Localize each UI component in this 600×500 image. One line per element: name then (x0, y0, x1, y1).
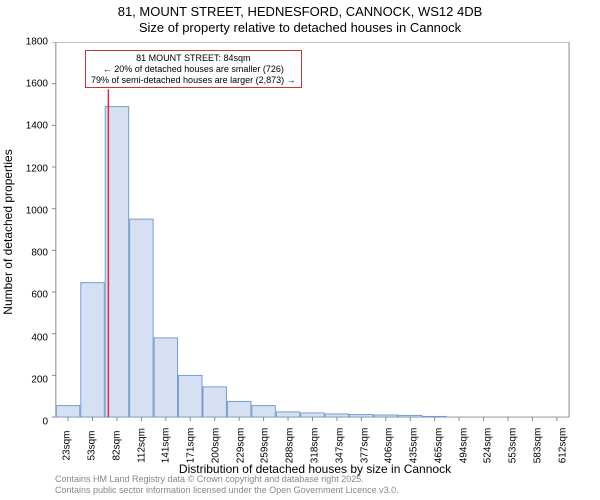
annotation-line-2: ← 20% of detached houses are smaller (72… (91, 64, 296, 75)
x-tick-label: 524sqm (483, 428, 494, 464)
y-tick-label: 0 (42, 417, 48, 428)
bar (130, 219, 153, 417)
x-tick-label: 82sqm (111, 430, 122, 460)
x-tick-label: 435sqm (409, 428, 420, 464)
y-tick-label: 800 (31, 248, 48, 259)
y-tick-label: 200 (31, 374, 48, 385)
annotation-line-1: 81 MOUNT STREET: 84sqm (91, 53, 296, 64)
y-tick-label: 1400 (26, 121, 48, 132)
footer-line-1: Contains HM Land Registry data © Crown c… (55, 474, 399, 485)
x-tick-label: 465sqm (433, 428, 444, 464)
x-tick-label: 553sqm (508, 428, 519, 464)
bar (423, 416, 446, 417)
plot-svg (50, 42, 570, 422)
y-tick-label: 600 (31, 290, 48, 301)
bar (56, 406, 79, 417)
x-tick-label: 112sqm (136, 428, 147, 463)
x-tick-label: 200sqm (210, 428, 221, 464)
chart-container: 81, MOUNT STREET, HEDNESFORD, CANNOCK, W… (0, 0, 600, 500)
bar (227, 401, 250, 417)
bar (374, 415, 397, 417)
title-block: 81, MOUNT STREET, HEDNESFORD, CANNOCK, W… (0, 0, 600, 35)
x-tick-label: 494sqm (458, 428, 469, 464)
y-tick-label: 400 (31, 332, 48, 343)
bar (252, 406, 275, 417)
bar (179, 375, 202, 417)
y-tick-label: 1000 (26, 205, 48, 216)
bar (81, 283, 104, 417)
bar (325, 414, 348, 417)
x-tick-label: 406sqm (384, 428, 395, 464)
y-tick-label: 1800 (26, 37, 48, 48)
bar (350, 415, 373, 418)
bar (301, 413, 324, 417)
annotation-line-3: 79% of semi-detached houses are larger (… (91, 75, 296, 86)
footer-line-2: Contains public sector information licen… (55, 485, 399, 496)
bar (399, 415, 422, 417)
x-tick-label: 347sqm (334, 428, 345, 464)
x-tick-label: 318sqm (310, 428, 321, 464)
title-line-1: 81, MOUNT STREET, HEDNESFORD, CANNOCK, W… (0, 4, 600, 20)
annotation-box: 81 MOUNT STREET: 84sqm ← 20% of detached… (85, 50, 302, 88)
x-tick-label: 171sqm (186, 428, 197, 464)
chart-area: 81 MOUNT STREET: 84sqm ← 20% of detached… (55, 42, 575, 422)
bar (276, 412, 299, 417)
x-tick-label: 141sqm (161, 428, 172, 464)
x-tick-label: 53sqm (87, 430, 98, 460)
x-tick-label: 23sqm (62, 430, 73, 460)
bar (203, 387, 226, 417)
x-tick-label: 259sqm (260, 428, 271, 464)
title-line-2: Size of property relative to detached ho… (0, 20, 600, 36)
x-tick-label: 288sqm (285, 428, 296, 464)
y-tick-label: 1600 (26, 79, 48, 90)
footer: Contains HM Land Registry data © Crown c… (55, 474, 399, 496)
x-tick-label: 583sqm (532, 428, 543, 464)
bar (154, 338, 177, 417)
y-axis-label: Number of detached properties (1, 149, 15, 314)
x-tick-label: 377sqm (359, 428, 370, 464)
y-tick-label: 1200 (26, 163, 48, 174)
x-tick-label: 612sqm (557, 428, 568, 464)
x-tick-label: 229sqm (235, 428, 246, 464)
